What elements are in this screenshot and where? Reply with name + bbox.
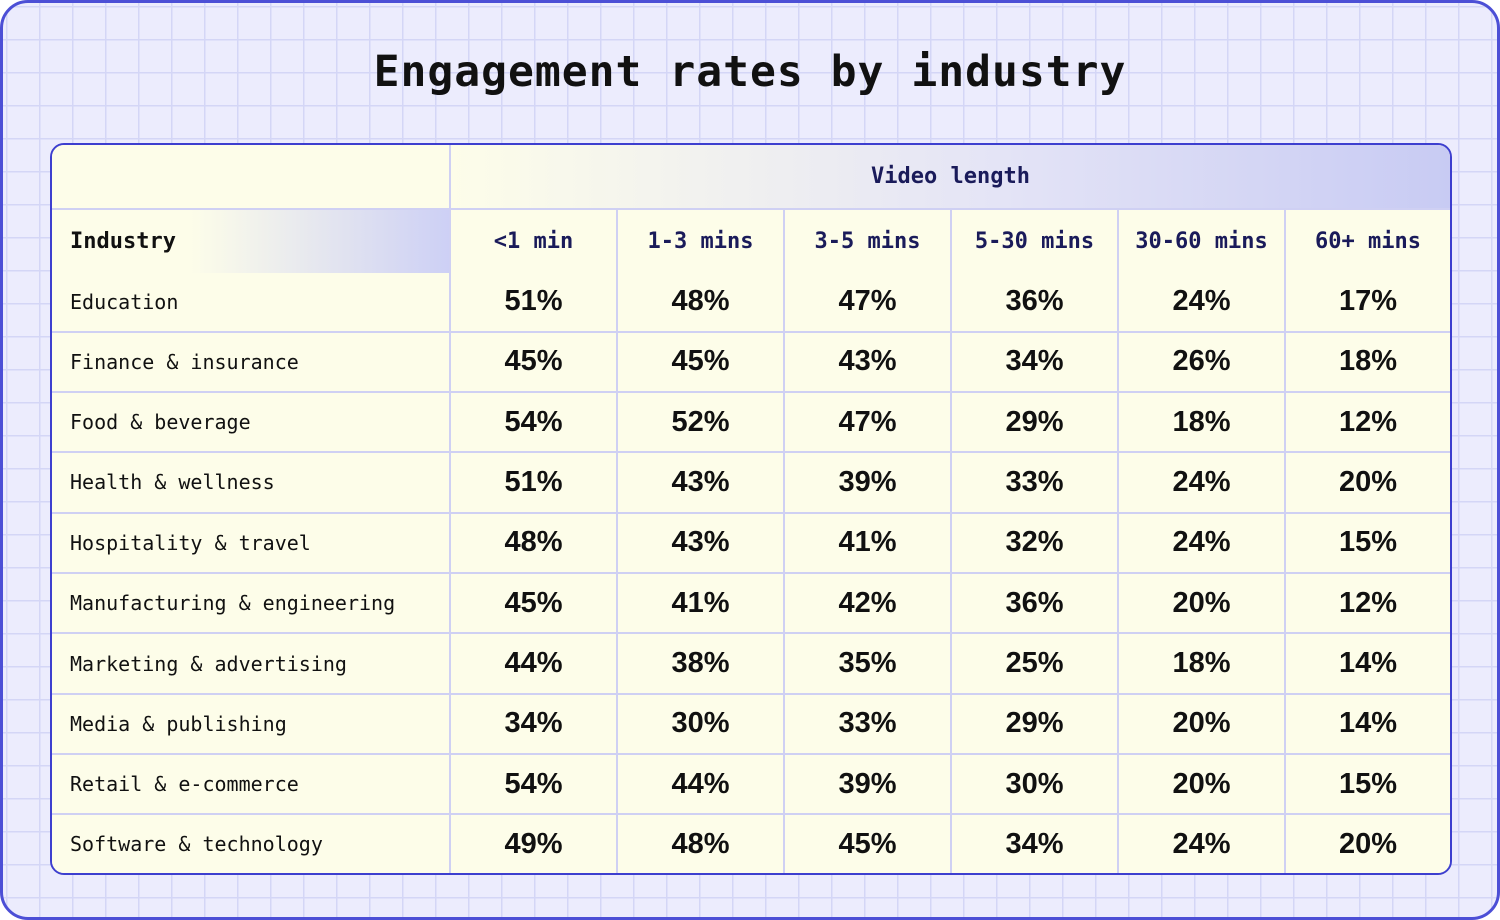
industry-label: Education (52, 273, 451, 333)
table-row: Hospitality & travel 48% 43% 41% 32% 24% 15% (52, 511, 1450, 574)
rate-cell: 45% (449, 330, 618, 393)
rate-cell: 24% (1117, 273, 1286, 333)
video-length-group-header: Video length (448, 145, 1450, 210)
chart-title: Engagement rates by industry (373, 47, 1127, 97)
rate-cell: 51% (449, 273, 618, 333)
rate-cell: 15% (1283, 753, 1450, 816)
rate-cell: 20% (1283, 451, 1450, 514)
rate-cell: 18% (1283, 330, 1450, 393)
rate-cell: 48% (616, 273, 785, 333)
column-header: 3-5 mins (783, 208, 952, 273)
column-header: 60+ mins (1283, 208, 1450, 273)
rate-cell: 47% (783, 273, 952, 333)
rate-cell: 51% (449, 451, 618, 514)
rate-cell: 41% (616, 571, 785, 635)
rate-cell: 20% (1117, 753, 1286, 816)
rate-cell: 12% (1283, 390, 1450, 454)
industry-label: Software & technology (52, 813, 451, 873)
rate-cell: 34% (950, 330, 1119, 393)
rate-cell: 30% (950, 753, 1119, 816)
rate-cell: 29% (950, 390, 1119, 454)
rate-cell: 35% (783, 632, 952, 695)
column-header: 1-3 mins (616, 208, 785, 273)
rate-cell: 24% (1117, 451, 1286, 514)
rate-cell: 39% (783, 451, 952, 514)
engagement-table: Video length Industry <1 min 1-3 mins 3-5 … (52, 145, 1450, 873)
rate-cell: 26% (1117, 330, 1286, 393)
rate-cell: 20% (1283, 813, 1450, 873)
industry-label: Retail & e-commerce (52, 753, 451, 816)
table-row: Health & wellness 51% 43% 39% 33% 24% 20% (52, 451, 1450, 514)
column-header: 30-60 mins (1117, 208, 1286, 273)
rate-cell: 32% (950, 511, 1119, 574)
rate-cell: 39% (783, 753, 952, 816)
rate-cell: 45% (783, 813, 952, 873)
table-row: Food & beverage 54% 52% 47% 29% 18% 12% (52, 390, 1450, 454)
rate-cell: 24% (1117, 813, 1286, 873)
table-row: Software & technology 49% 48% 45% 34% 24% 20% (52, 813, 1450, 873)
industry-label: Hospitality & travel (52, 511, 451, 574)
rate-cell: 45% (449, 571, 618, 635)
table-row: Education 51% 48% 47% 36% 24% 17% (52, 273, 1450, 333)
rate-cell: 30% (616, 692, 785, 756)
rate-cell: 48% (616, 813, 785, 873)
rate-cell: 47% (783, 390, 952, 454)
rate-cell: 36% (950, 571, 1119, 635)
table-row: Finance & insurance 45% 45% 43% 34% 26% 18% (52, 330, 1450, 393)
industry-label: Manufacturing & engineering (52, 571, 451, 635)
rate-cell: 54% (449, 753, 618, 816)
rate-cell: 43% (616, 451, 785, 514)
industry-column-header: Industry (52, 208, 451, 273)
rate-cell: 38% (616, 632, 785, 695)
rate-cell: 15% (1283, 511, 1450, 574)
rate-cell: 43% (783, 330, 952, 393)
rate-cell: 49% (449, 813, 618, 873)
table-corner-cell (52, 145, 451, 210)
rate-cell: 34% (950, 813, 1119, 873)
rate-cell: 12% (1283, 571, 1450, 635)
table-row: Marketing & advertising 44% 38% 35% 25% 18% 14… (52, 632, 1450, 695)
rate-cell: 25% (950, 632, 1119, 695)
rate-cell: 20% (1117, 571, 1286, 635)
rate-cell: 24% (1117, 511, 1286, 574)
table-row: Manufacturing & engineering 45% 41% 42% 36% 2… (52, 571, 1450, 635)
rate-cell: 18% (1117, 632, 1286, 695)
rate-cell: 33% (950, 451, 1119, 514)
table-row: Media & publishing 34% 30% 33% 29% 20% 14% (52, 692, 1450, 756)
rate-cell: 34% (449, 692, 618, 756)
table-body: Education 51% 48% 47% 36% 24% 17% Finance & ins… (52, 273, 1450, 873)
column-header: 5-30 mins (950, 208, 1119, 273)
rate-cell: 36% (950, 273, 1119, 333)
industry-label: Marketing & advertising (52, 632, 451, 695)
rate-cell: 44% (449, 632, 618, 695)
rate-cell: 45% (616, 330, 785, 393)
industry-label: Finance & insurance (52, 330, 451, 393)
rate-cell: 41% (783, 511, 952, 574)
industry-label: Media & publishing (52, 692, 451, 756)
rate-cell: 14% (1283, 632, 1450, 695)
rate-cell: 33% (783, 692, 952, 756)
table-row: Retail & e-commerce 54% 44% 39% 30% 20% 15% (52, 753, 1450, 816)
column-header: <1 min (449, 208, 618, 273)
rate-cell: 43% (616, 511, 785, 574)
industry-label: Food & beverage (52, 390, 451, 454)
rate-cell: 17% (1283, 273, 1450, 333)
rate-cell: 44% (616, 753, 785, 816)
rate-cell: 14% (1283, 692, 1450, 756)
rate-cell: 29% (950, 692, 1119, 756)
industry-label: Health & wellness (52, 451, 451, 514)
rate-cell: 52% (616, 390, 785, 454)
rate-cell: 18% (1117, 390, 1286, 454)
rate-cell: 42% (783, 571, 952, 635)
rate-cell: 54% (449, 390, 618, 454)
rate-cell: 48% (449, 511, 618, 574)
data-table-card: Video length Industry <1 min 1-3 mins 3-5 … (50, 143, 1452, 875)
rate-cell: 20% (1117, 692, 1286, 756)
